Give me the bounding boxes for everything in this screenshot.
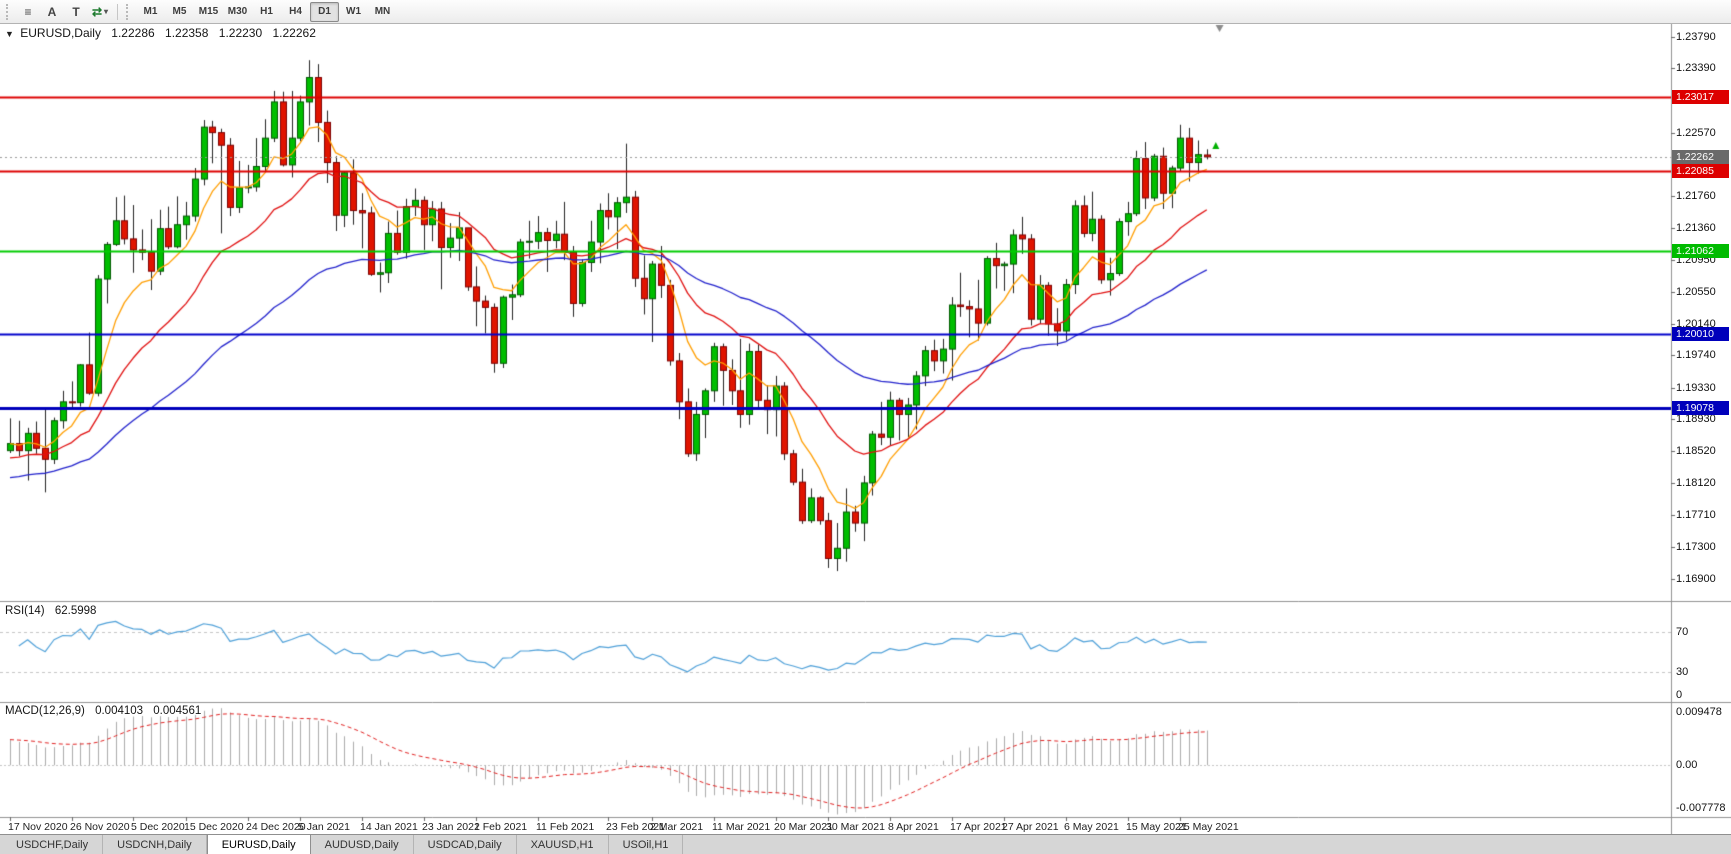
chart-tab-usdchf[interactable]: USDCHF,Daily xyxy=(2,835,104,854)
timeframe-button-d1[interactable]: D1 xyxy=(310,1,339,22)
price-level-badge: 1.22262 xyxy=(1672,150,1729,164)
toolbar-grip[interactable] xyxy=(6,3,13,20)
chart-tabs-bar: USDCHF,Daily USDCNH,Daily EURUSD,Daily AUDU… xyxy=(0,834,1731,854)
timeframe-button-m5[interactable]: M5 xyxy=(172,6,187,17)
timeframe-button-h4[interactable]: H4 xyxy=(289,6,302,17)
macd-value: 0.004103 xyxy=(95,705,144,717)
price-axis-tick: 1.21760 xyxy=(1676,190,1716,202)
quote-open: 1.22286 xyxy=(111,26,155,40)
main-toolbar: ≡ A T ⇄ ▾ M1 M5 M15 M30 H1 H4 D1 W1 MN xyxy=(0,0,1731,24)
macd-signal-value: 0.004561 xyxy=(153,705,202,717)
toolbar-grip[interactable] xyxy=(126,3,133,20)
price-axis-tick: 1.17710 xyxy=(1676,509,1716,521)
price-chart-canvas[interactable] xyxy=(0,24,1731,834)
text-t-icon[interactable]: T xyxy=(72,4,80,19)
macd-name: MACD(12,26,9) xyxy=(5,705,85,717)
price-axis-tick: 1.21360 xyxy=(1676,222,1716,234)
timeframe-button-h1[interactable]: H1 xyxy=(260,6,273,17)
date-axis-label: 26 Nov 2020 xyxy=(70,821,130,833)
quote-close: 1.22262 xyxy=(272,26,316,40)
timeframe-button-mn[interactable]: MN xyxy=(374,6,391,17)
font-a-icon[interactable]: A xyxy=(47,4,57,19)
timeframe-button-group: M1 M5 M15 M30 H1 H4 D1 W1 MN xyxy=(136,1,397,22)
macd-axis-tick: 0.009478 xyxy=(1676,706,1722,718)
date-axis-label: 20 Mar 2021 xyxy=(774,821,833,833)
price-level-badge: 1.19078 xyxy=(1672,401,1729,415)
date-axis-label: 23 Feb 2021 xyxy=(606,821,665,833)
chart-title: ▼ EURUSD,Daily 1.22286 1.22358 1.22230 1… xyxy=(5,26,316,40)
price-axis-tick: 1.16900 xyxy=(1676,573,1716,585)
collapse-chart-icon[interactable]: ▼ xyxy=(5,29,14,39)
price-level-badge: 1.23017 xyxy=(1672,90,1729,104)
price-axis-tick: 1.22570 xyxy=(1676,127,1716,139)
price-level-badge: 1.21062 xyxy=(1672,244,1729,258)
price-axis-tick: 1.18930 xyxy=(1676,413,1716,425)
date-axis-label: 27 Apr 2021 xyxy=(1002,821,1059,833)
price-axis-tick: 1.19740 xyxy=(1676,349,1716,361)
date-axis-label: 24 Dec 2020 xyxy=(246,821,306,833)
chart-tab-audusd[interactable]: AUDUSD,Daily xyxy=(310,835,414,854)
date-axis-label: 30 Mar 2021 xyxy=(826,821,885,833)
rsi-axis-tick: 70 xyxy=(1676,626,1689,638)
rsi-indicator-label: RSI(14) 62.5998 xyxy=(5,605,96,617)
cycle-arrows-icon[interactable]: ⇄ ▾ xyxy=(91,4,109,19)
macd-axis-tick: 0.00 xyxy=(1676,759,1698,771)
price-axis-tick: 1.23390 xyxy=(1676,62,1716,74)
chart-tab-usoil[interactable]: USOil,H1 xyxy=(608,835,684,854)
timeframe-button-m1[interactable]: M1 xyxy=(143,6,158,17)
date-axis-label: 17 Nov 2020 xyxy=(8,821,68,833)
date-axis-label: 5 Dec 2020 xyxy=(131,821,185,833)
chart-symbol-label: EURUSD,Daily xyxy=(20,26,101,40)
price-axis-tick: 1.17300 xyxy=(1676,541,1716,553)
macd-indicator-label: MACD(12,26,9) 0.004103 0.004561 xyxy=(5,705,201,717)
chart-tab-xauusd[interactable]: XAUUSD,H1 xyxy=(516,835,609,854)
price-axis-tick: 1.18520 xyxy=(1676,445,1716,457)
date-axis-label: 11 Feb 2021 xyxy=(536,821,595,833)
date-axis-label: 6 May 2021 xyxy=(1064,821,1119,833)
price-axis-tick: 1.19330 xyxy=(1676,382,1716,394)
date-axis-label: 23 Jan 2021 xyxy=(422,821,480,833)
chart-tab-usdcnh[interactable]: USDCNH,Daily xyxy=(103,835,207,854)
date-axis-label: 17 Apr 2021 xyxy=(950,821,1007,833)
date-axis-label: 15 May 2021 xyxy=(1126,821,1187,833)
quote-high: 1.22358 xyxy=(165,26,209,40)
date-axis-label: 25 May 2021 xyxy=(1178,821,1239,833)
chart-tab-eurusd[interactable]: EURUSD,Daily xyxy=(206,835,311,854)
timeframe-button-w1[interactable]: W1 xyxy=(346,6,361,17)
macd-axis-tick: -0.007778 xyxy=(1676,802,1726,814)
date-axis-label: 2 Feb 2021 xyxy=(474,821,528,833)
price-level-badge: 1.22085 xyxy=(1672,164,1729,178)
timeframe-button-m30[interactable]: M30 xyxy=(227,6,248,17)
price-axis-tick: 1.23790 xyxy=(1676,31,1716,43)
chart-window[interactable]: 1.23790 1.23390 1.22570 1.21760 1.21360 1.209… xyxy=(0,24,1731,834)
rsi-value: 62.5998 xyxy=(54,605,97,617)
rsi-name: RSI(14) xyxy=(5,605,45,617)
chart-tab-usdcad[interactable]: USDCAD,Daily xyxy=(413,835,517,854)
date-axis-label: 5 Jan 2021 xyxy=(298,821,350,833)
timeframe-button-m15[interactable]: M15 xyxy=(198,6,219,17)
chart-overlay-labels: 1.23790 1.23390 1.22570 1.21760 1.21360 1.209… xyxy=(0,24,1731,834)
price-axis-tick: 1.20550 xyxy=(1676,286,1716,298)
date-axis-label: 2 Mar 2021 xyxy=(650,821,704,833)
date-axis-label: 8 Apr 2021 xyxy=(888,821,939,833)
toolbar-icon-group: ≡ A T ⇄ ▾ xyxy=(16,1,112,23)
quote-low: 1.22230 xyxy=(218,26,263,40)
date-axis-label: 14 Jan 2021 xyxy=(360,821,418,833)
rsi-axis-tick: 0 xyxy=(1676,689,1683,701)
date-axis-label: 11 Mar 2021 xyxy=(712,821,771,833)
dropdown-caret-icon[interactable]: ▾ xyxy=(104,7,109,16)
price-level-badge: 1.20010 xyxy=(1672,327,1729,341)
toolbar-separator xyxy=(117,3,118,20)
price-axis-tick: 1.18120 xyxy=(1676,477,1716,489)
date-axis-label: 15 Dec 2020 xyxy=(184,821,244,833)
chart-list-icon[interactable]: ≡ xyxy=(24,4,32,19)
rsi-axis-tick: 30 xyxy=(1676,666,1689,678)
